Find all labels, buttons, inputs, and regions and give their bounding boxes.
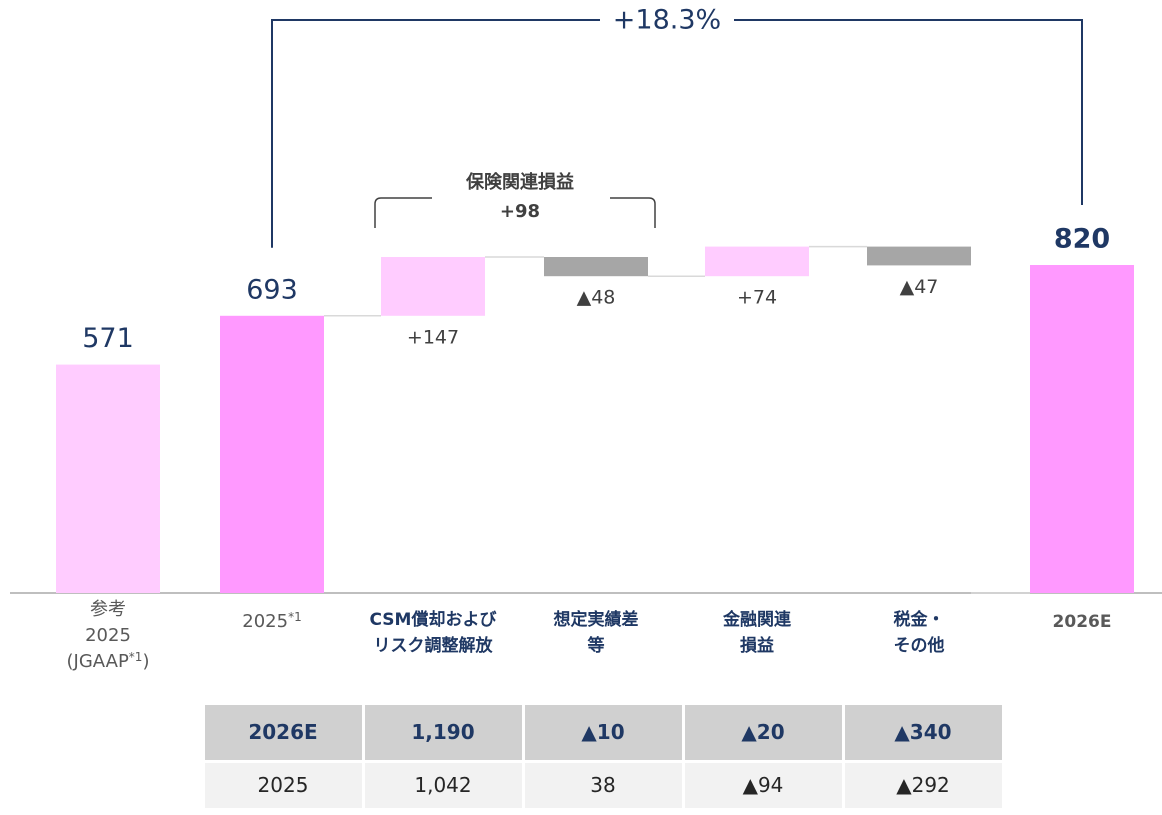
table-text: 2026E: [248, 720, 317, 744]
x-tick-label: 等: [588, 635, 605, 656]
value-label: +74: [737, 287, 777, 309]
value-label: 571: [82, 323, 134, 354]
bar: [220, 315, 324, 593]
bar: [867, 246, 971, 266]
x-tick-label: 金融関連: [722, 609, 792, 630]
x-tick-label: 参考: [90, 599, 126, 620]
table-text: 1,190: [411, 720, 474, 744]
x-tick-label: 税金・: [894, 609, 945, 630]
value-label: ▲47: [900, 276, 939, 298]
bar: [705, 246, 809, 277]
group-bracket: [374, 197, 656, 228]
value-label: 693: [246, 274, 298, 305]
x-tick-label: 2025*1: [242, 610, 301, 632]
group-label: +98: [500, 201, 540, 222]
growth-label: +18.3%: [613, 5, 721, 36]
table-cell: [685, 705, 842, 760]
table-text: ▲340: [894, 720, 951, 744]
x-tick-label: 想定実績差: [554, 609, 639, 630]
table-cell: [525, 705, 682, 760]
table-text: ▲292: [896, 773, 950, 797]
value-label: 820: [1054, 224, 1110, 255]
table-cell: [845, 705, 1002, 760]
bar: [56, 364, 160, 593]
x-tick-label: 損益: [740, 635, 774, 656]
bar: [381, 257, 485, 316]
table-cell: [685, 763, 842, 808]
table-cell: [525, 763, 682, 808]
x-tick-label: その他: [894, 635, 945, 656]
growth-label-bg: [600, 6, 734, 36]
table-text: 38: [590, 773, 615, 797]
bar: [1030, 265, 1134, 593]
table-cell: [845, 763, 1002, 808]
table-cell: [205, 705, 362, 760]
x-tick-label: 2025: [85, 625, 131, 646]
group-label: 保険関連損益: [465, 171, 574, 193]
growth-bracket: [271, 19, 1083, 248]
table-text: 2025: [258, 773, 309, 797]
table-cell: [365, 705, 522, 760]
table-text: 1,042: [414, 773, 471, 797]
x-tick-label: (JGAAP*1): [67, 650, 150, 672]
table-text: ▲10: [581, 720, 624, 744]
table-cell: [205, 763, 362, 808]
table-text: ▲94: [743, 773, 784, 797]
x-tick-label: 2026E: [1053, 612, 1112, 632]
value-label: +147: [407, 326, 459, 348]
table-text: ▲20: [741, 720, 784, 744]
x-tick-label: CSM償却および: [370, 609, 497, 630]
x-tick-label: リスク調整解放: [374, 635, 494, 656]
table-cell: [365, 763, 522, 808]
value-label: ▲48: [577, 287, 616, 309]
bar: [544, 257, 648, 277]
